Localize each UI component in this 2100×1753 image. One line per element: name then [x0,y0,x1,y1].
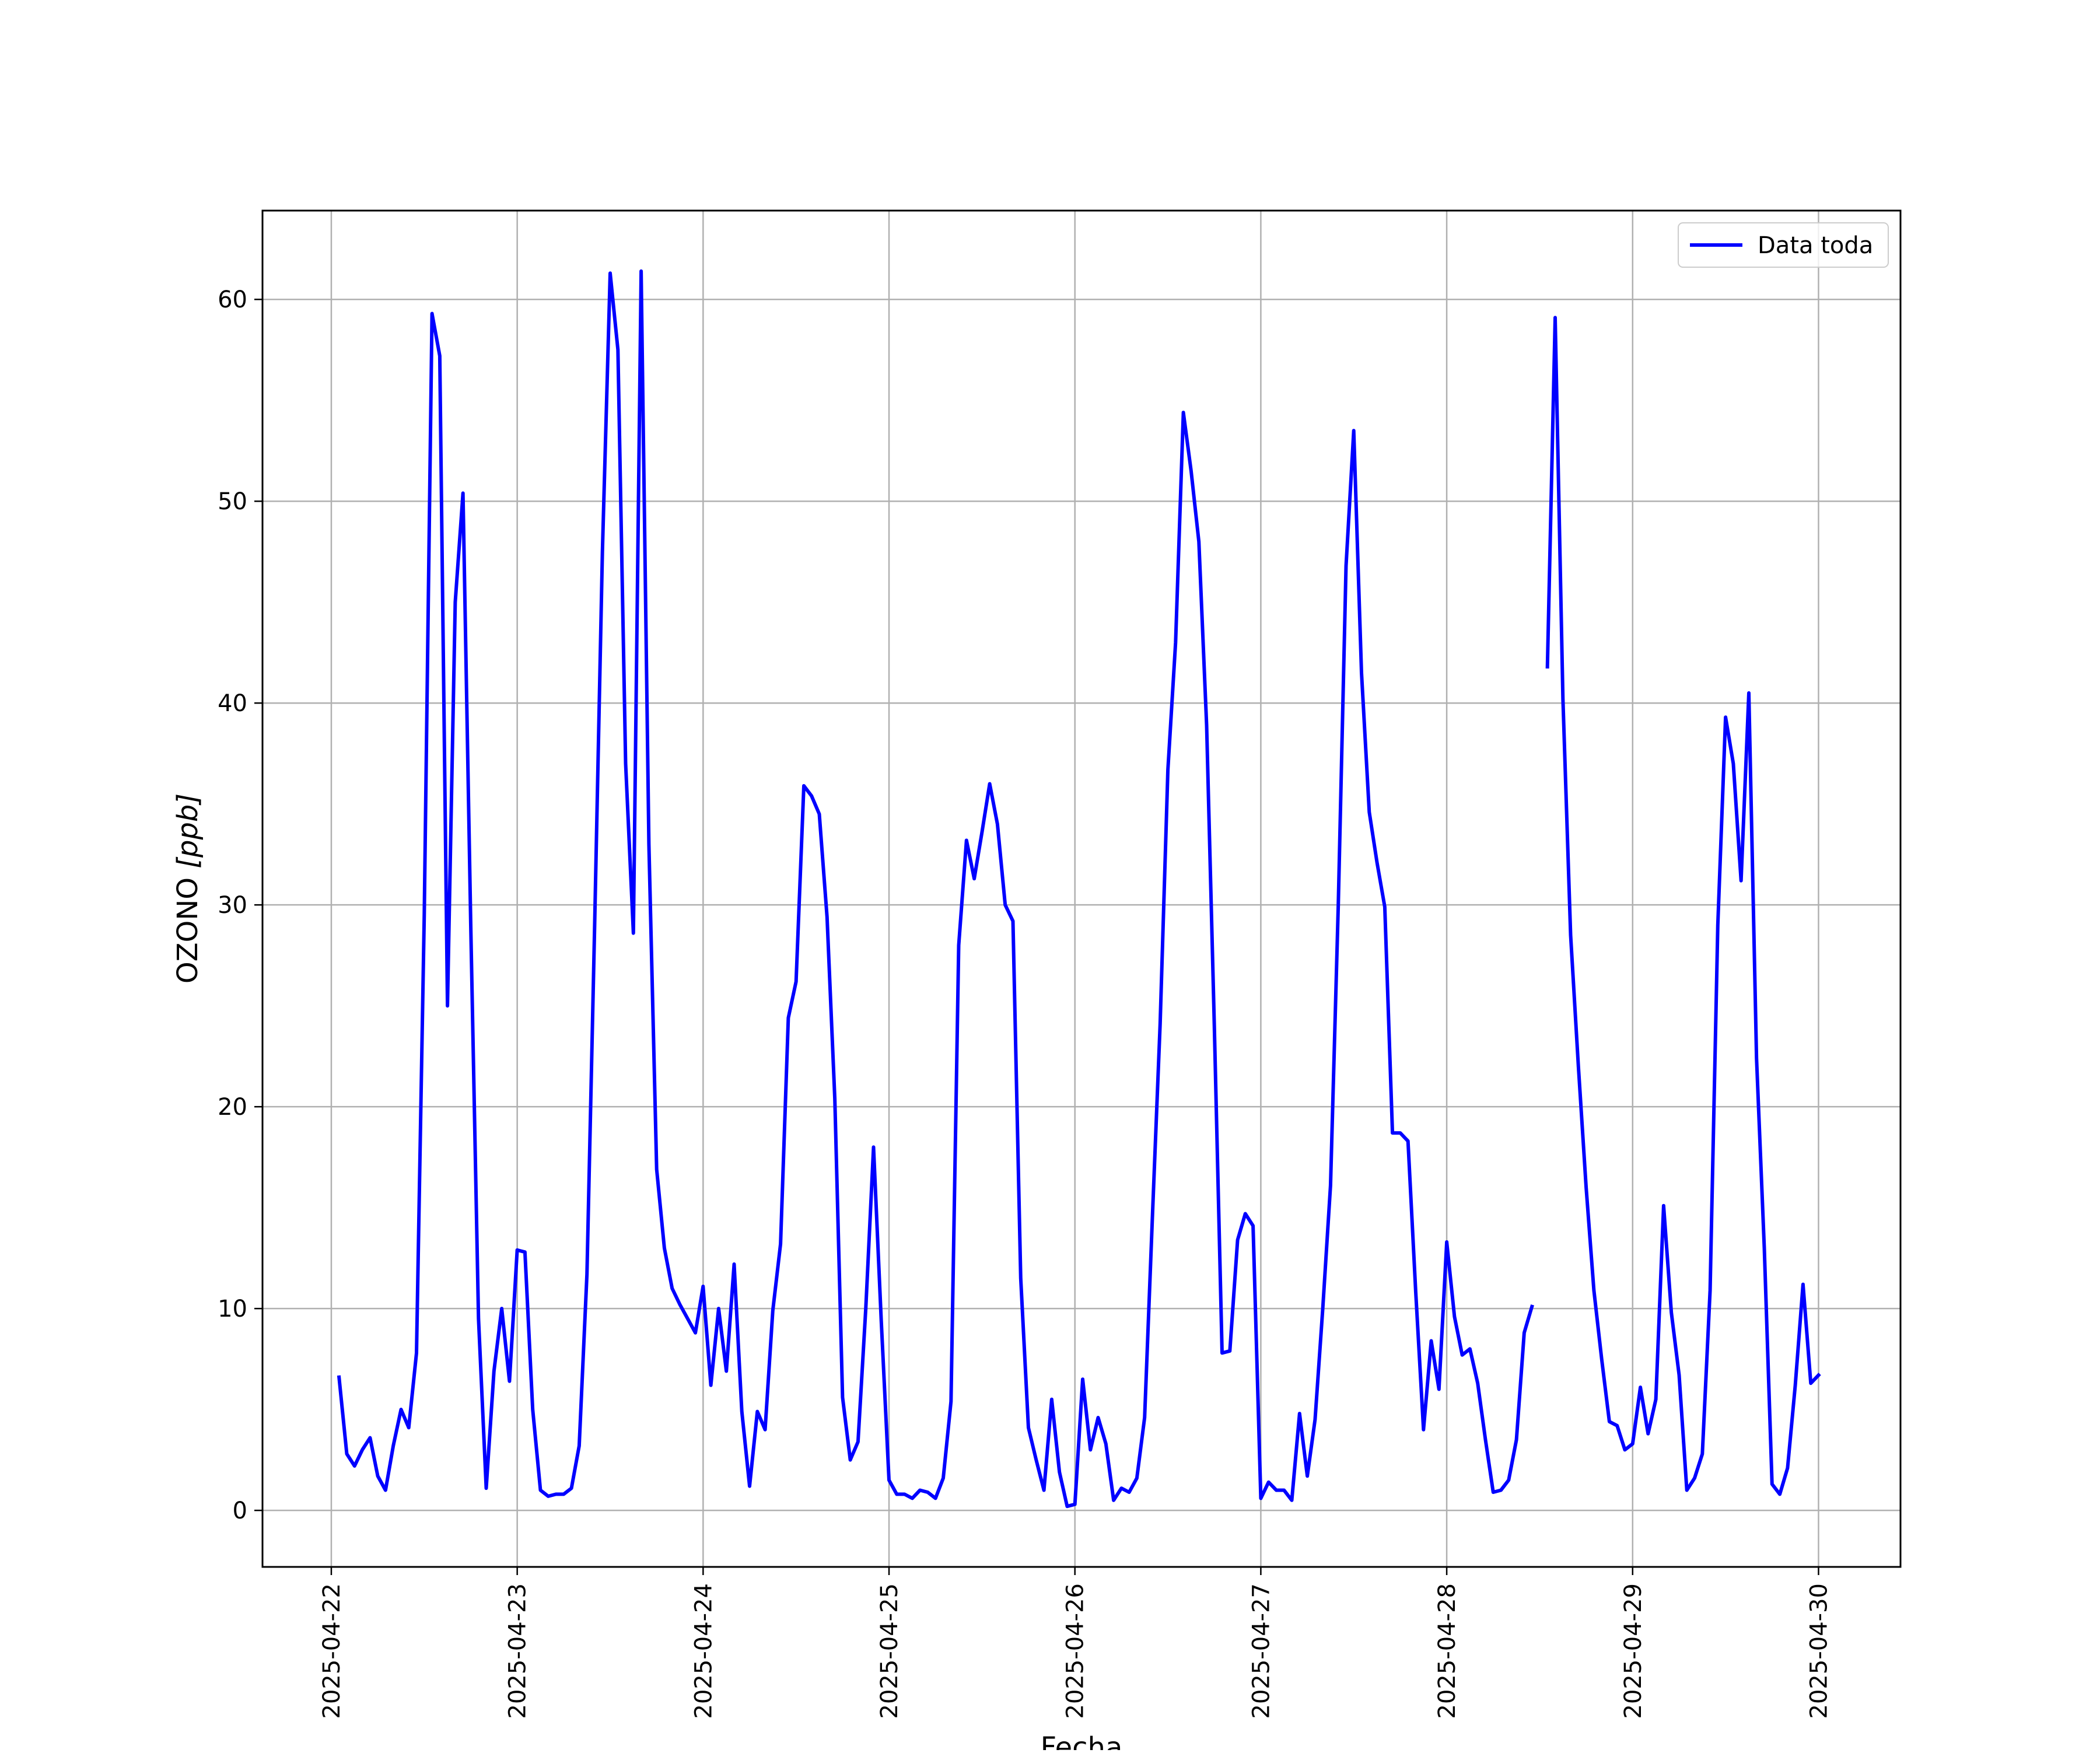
legend-box [1678,222,1889,268]
x-tick-label: 2025-04-23 [505,1583,531,1719]
plot-frame [261,209,1902,1568]
x-axis-label: Fecha [1041,1731,1123,1750]
x-tick-label: 2025-04-25 [876,1583,903,1719]
x-tick-label: 2025-04-24 [690,1583,717,1719]
x-tick-label: 2025-04-28 [1434,1583,1461,1719]
y-axis-label: OZONO [ppb] [172,793,204,984]
series-line-data-toda [1545,316,1821,1496]
legend-entry-data-toda: Data toda [1758,232,1873,259]
y-tick-label: 0 [233,1497,247,1524]
series-line-data-toda [337,269,1534,1509]
x-tick-label: 2025-04-27 [1248,1583,1275,1719]
y-tick-label: 10 [218,1296,247,1322]
y-tick-label: 60 [218,286,247,313]
y-axis-label-unit: [ppb] [172,793,204,869]
y-tick-label: 40 [218,690,247,717]
x-axis-ticks: 2025-04-22 2025-04-23 2025-04-24 2025-04-25… [318,1567,1832,1719]
x-tick-label: 2025-04-29 [1620,1583,1647,1719]
legend: Data toda [1678,222,1889,268]
y-axis-label-main: OZONO [172,869,204,984]
y-axis-ticks: 0 10 20 30 40 50 60 [218,286,262,1524]
x-tick-label: 2025-04-22 [318,1583,345,1719]
x-tick-label: 2025-04-26 [1062,1583,1089,1719]
series-lines [337,269,1821,1509]
y-tick-label: 20 [218,1094,247,1121]
grid-lines [262,211,1901,1567]
y-tick-label: 50 [218,488,247,515]
y-tick-label: 30 [218,892,247,919]
x-tick-label: 2025-04-30 [1805,1583,1832,1719]
